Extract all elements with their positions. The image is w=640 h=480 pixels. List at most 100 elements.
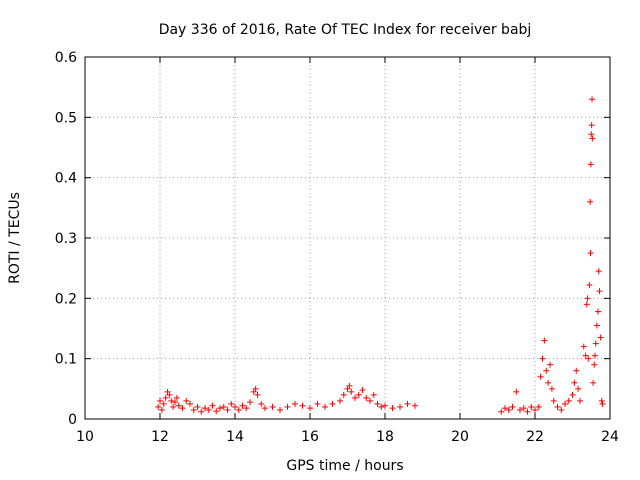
data-point [588,122,595,129]
data-point [520,405,527,412]
y-tick-label: 0.4 [55,171,77,187]
data-point [164,388,171,395]
data-point [217,405,223,412]
x-tick-label: 22 [526,429,544,445]
y-tick-label: 0.1 [55,352,77,368]
data-point [329,400,336,407]
data-point [168,397,175,404]
data-point [580,343,587,350]
data-point [367,397,373,404]
y-tick-label: 0.3 [55,231,77,247]
data-point [589,135,596,142]
data-point [517,406,523,413]
data-point [595,308,601,315]
data-point [382,402,388,409]
data-point [582,352,589,359]
data-point [513,388,520,395]
data-point [558,406,565,413]
data-point [292,400,298,407]
data-point [213,408,220,415]
data-point [587,250,594,257]
data-point [284,403,291,410]
data-point [539,355,546,362]
data-point [170,403,177,410]
data-point [378,403,385,410]
data-point [160,400,167,407]
data-point [173,394,180,401]
data-point [235,406,242,413]
data-point [314,400,321,407]
data-point [172,399,178,406]
data-point [592,340,599,347]
data-point [412,402,418,409]
data-point [162,394,169,401]
data-point [589,96,595,103]
data-point [344,385,351,392]
data-point [348,388,355,395]
data-point [190,406,197,413]
data-point [198,408,205,415]
data-points [155,96,606,415]
data-point [562,400,568,407]
data-point [220,403,227,410]
data-point [269,403,276,410]
y-tick-label: 0.6 [55,50,77,66]
data-point [543,367,550,374]
data-point [158,406,165,413]
data-point [277,406,283,413]
x-tick-label: 24 [601,429,619,445]
data-point [179,405,186,412]
data-point [359,387,366,394]
data-point [545,379,552,386]
y-tick-label: 0.2 [55,291,77,307]
data-point [252,385,259,392]
data-point [374,400,381,407]
data-point [352,394,358,401]
y-axis-ticks: 0 0.1 0.2 0.3 0.4 0.5 0.6 [55,50,610,428]
data-point [586,282,593,289]
data-point [535,403,542,410]
data-point [541,337,548,344]
data-point [573,367,580,374]
data-point [340,391,347,398]
data-point [239,402,246,409]
data-point [550,397,557,404]
data-point [157,397,163,404]
data-point [571,379,578,386]
data-point [598,397,605,404]
data-point [250,388,257,395]
data-point [355,391,362,398]
data-point [397,403,403,410]
data-point [588,131,595,138]
grid-lines [85,57,610,419]
data-point [565,397,572,404]
data-point [585,355,592,362]
data-point [498,408,505,415]
data-point [584,295,591,302]
x-tick-label: 16 [301,429,319,445]
data-point [509,403,516,410]
data-point [587,161,594,168]
data-point [363,394,370,401]
data-point [593,322,600,329]
data-point [537,373,544,380]
data-point [596,288,603,295]
data-point [548,385,555,392]
data-point [404,400,411,407]
data-point [577,397,583,404]
data-point [224,406,231,413]
data-point [524,408,531,415]
data-point [569,391,576,398]
data-point [528,403,535,410]
data-point [389,405,396,412]
data-point [370,391,377,398]
y-tick-label: 0 [68,412,77,428]
data-point [155,403,162,410]
data-point [502,405,508,412]
data-point [591,361,598,368]
data-point [209,402,216,409]
data-point [205,406,212,413]
data-point [583,301,590,308]
data-point [307,405,313,412]
data-point [532,406,538,413]
